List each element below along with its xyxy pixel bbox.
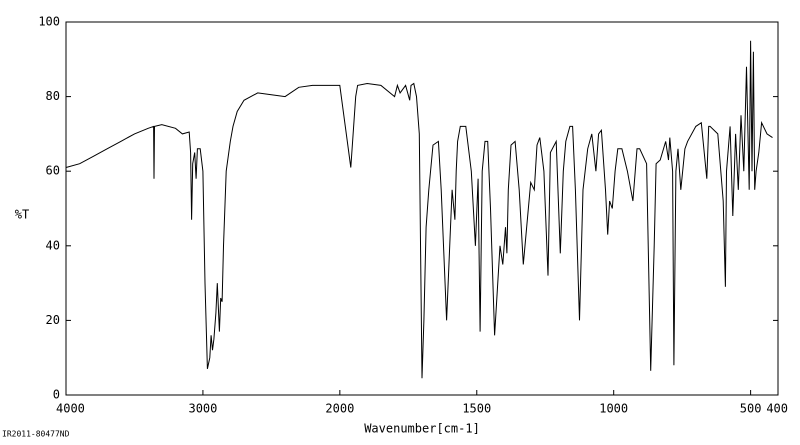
y-tick-label: 0 — [53, 388, 60, 402]
x-tick-label: 500 — [740, 402, 762, 416]
y-axis-label: %T — [15, 208, 29, 222]
plot-frame — [65, 21, 779, 396]
x-tick-label: 3000 — [188, 402, 217, 416]
footnote: IR2011-80477ND — [2, 430, 70, 439]
x-tick-label: 400 — [766, 402, 788, 416]
y-tick-label: 80 — [46, 89, 60, 103]
x-tick-label: 1500 — [462, 402, 491, 416]
x-tick-label: 2000 — [325, 402, 354, 416]
y-tick-label: 100 — [38, 15, 60, 29]
y-tick-label: 40 — [46, 238, 60, 252]
x-axis-label: Wavenumber[cm-1] — [364, 422, 480, 436]
x-tick-label: 1000 — [599, 402, 628, 416]
y-tick-label: 60 — [46, 164, 60, 178]
x-tick-label: 4000 — [56, 402, 85, 416]
spectrum-line — [65, 40, 773, 379]
y-tick-label: 20 — [46, 313, 60, 327]
